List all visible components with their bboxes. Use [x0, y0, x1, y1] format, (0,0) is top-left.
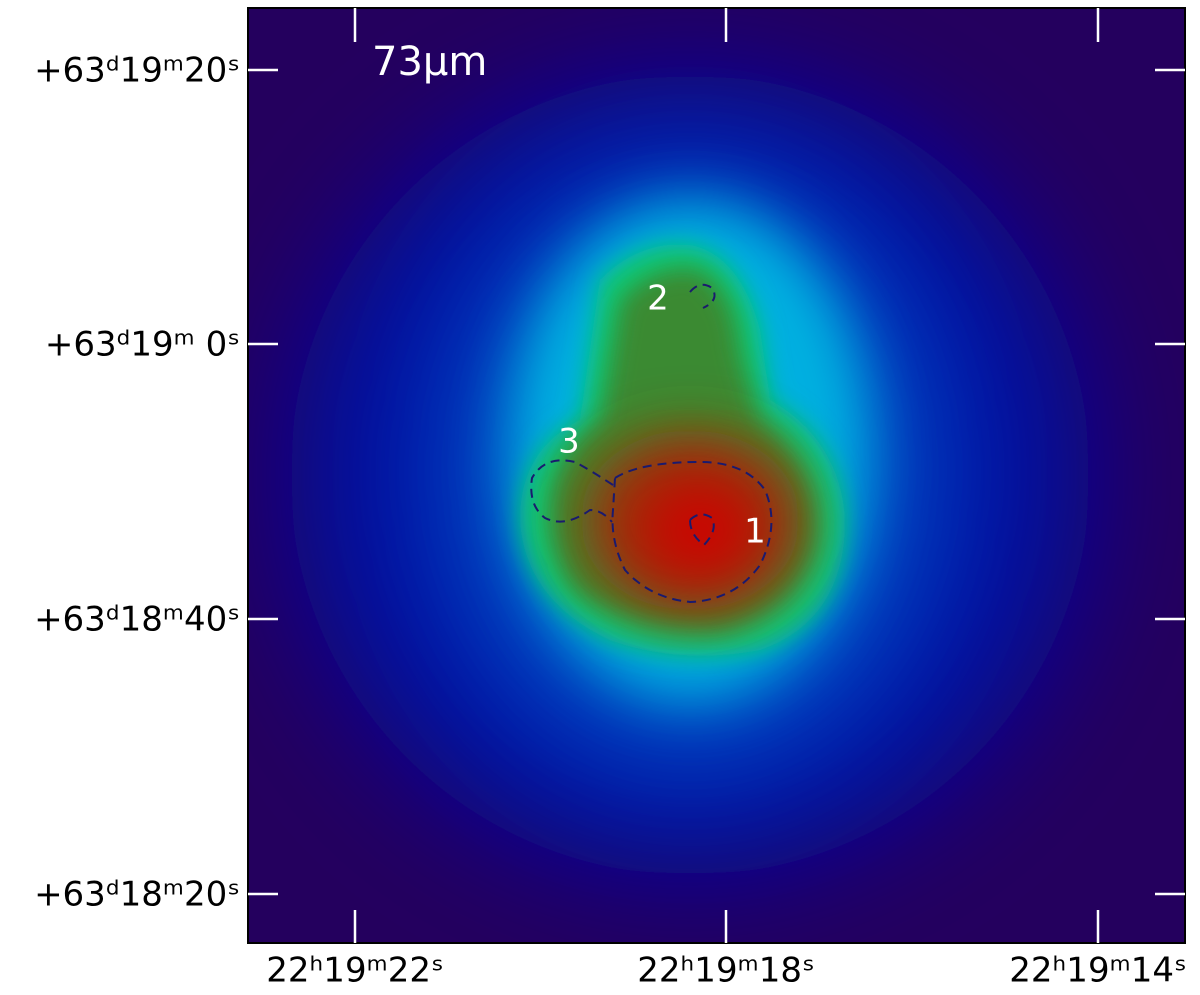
frame: [247, 7, 1186, 944]
y-tick-label: +63ᵈ18ᵐ40ˢ: [34, 600, 240, 640]
source-label: 1: [744, 512, 766, 552]
y-tick-label: +63ᵈ18ᵐ20ˢ: [34, 875, 240, 915]
x-tick-label: 22ʰ19ᵐ14ˢ: [1009, 951, 1186, 991]
band-label: 73μm: [372, 39, 487, 85]
y-tick-label: +63ᵈ19ᵐ20ˢ: [34, 51, 240, 91]
heatmap: [248, 8, 1185, 943]
source-label: 2: [647, 279, 669, 319]
x-tick-label: 22ʰ19ᵐ18ˢ: [637, 951, 814, 991]
source-label: 3: [558, 422, 580, 462]
ticks: [248, 8, 1185, 943]
x-tick-label: 22ʰ19ᵐ22ˢ: [266, 951, 443, 991]
y-tick-label: +63ᵈ19ᵐ 0ˢ: [45, 325, 240, 365]
contours: [530, 283, 773, 604]
